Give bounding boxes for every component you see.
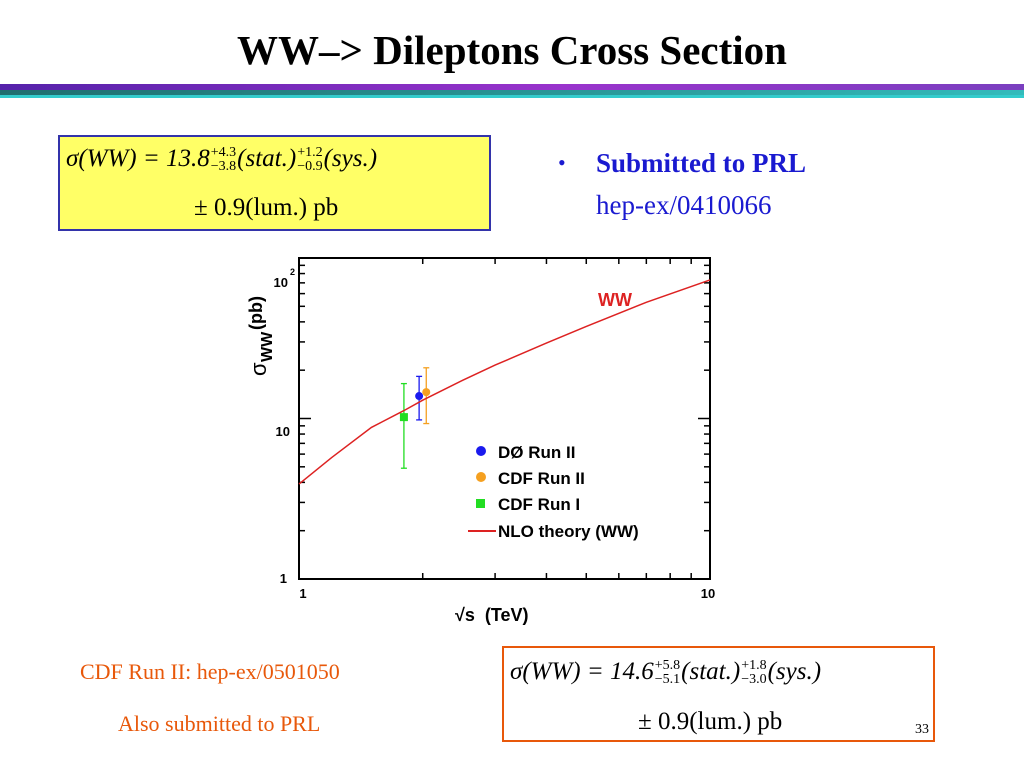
sys-up: +1.2 <box>297 145 323 161</box>
cross-section-equation-cdf: σ(WW) = 14.6 +5.8 −5.1 (stat.) +1.8 −3.0 (sys.… <box>502 646 935 742</box>
sys-down: −0.9 <box>297 159 323 175</box>
sys-uncertainty: +1.2 −0.9 <box>297 146 322 174</box>
stat-label: (stat.) <box>681 658 741 685</box>
note-also-submitted: Also submitted to PRL <box>118 711 321 736</box>
y-axis-label-subscript: WW <box>259 331 276 362</box>
equation-main-line: σ(WW) = 13.8 +4.3 −3.8 (stat.) +1.2 −0.9 (sys.… <box>66 145 377 174</box>
y-tick-label-1: 1 <box>280 571 287 586</box>
theory-curve <box>298 279 711 485</box>
title-rule-purple <box>0 84 1024 90</box>
x-axis-label: √s (TeV) <box>455 605 529 625</box>
stat-down: −3.8 <box>210 159 237 175</box>
equation-lum-line: ± 0.9(lum.) pb <box>638 708 783 735</box>
equation-lhs: σ(WW) = 13.8 <box>66 145 210 172</box>
y-axis-label-unit: (pb) <box>246 296 266 330</box>
sys-label: (sys.) <box>323 145 378 172</box>
legend-marker-d0 <box>476 446 486 456</box>
legend-label-theory: NLO theory (WW) <box>498 522 639 541</box>
cross-section-chart: 1 10 1 10 10 2 σ WW (pb) √s (TeV) WW DØ … <box>246 257 715 625</box>
title-rule-cyan <box>0 95 1024 98</box>
data-point-square <box>399 413 408 422</box>
equation-lhs: σ(WW) = 14.6 <box>510 658 654 685</box>
y-axis-label: σ WW (pb) <box>246 296 276 376</box>
title-rule-teal <box>0 90 1024 95</box>
sys-label: (sys.) <box>767 658 822 685</box>
legend-label-cdf1: CDF Run I <box>498 495 580 514</box>
y-tick-label-10: 10 <box>276 424 290 439</box>
sys-up: +1.8 <box>741 658 767 674</box>
y-tick-label-100-base: 10 <box>274 275 288 290</box>
legend-label-d0: DØ Run II <box>498 443 575 462</box>
x-tick-label-10: 10 <box>701 586 715 601</box>
bullet-heading: Submitted to PRL <box>596 148 807 178</box>
curve-annotation-ww: WW <box>598 290 632 310</box>
x-tick-label-1: 1 <box>299 586 306 601</box>
chart-legend: DØ Run II CDF Run II CDF Run I NLO theor… <box>468 443 639 541</box>
data-point-circle <box>415 392 424 401</box>
bullet-reference: hep-ex/0410066 <box>596 190 772 220</box>
legend-marker-cdf2 <box>476 472 486 482</box>
bullet-symbol: • <box>558 150 566 175</box>
equation-lum-line: ± 0.9(lum.) pb <box>194 194 339 221</box>
axis-ticks <box>298 258 710 580</box>
legend-label-cdf2: CDF Run II <box>498 469 585 488</box>
y-axis-label-sigma: σ <box>246 362 271 376</box>
stat-label: (stat.) <box>237 145 297 172</box>
note-cdf-reference: CDF Run II: hep-ex/0501050 <box>80 659 340 684</box>
equation-main-line: σ(WW) = 14.6 +5.8 −5.1 (stat.) +1.8 −3.0 (sys.… <box>510 658 821 687</box>
legend-marker-cdf1 <box>476 499 485 508</box>
data-point-circle <box>422 388 431 397</box>
page-number: 33 <box>915 722 929 737</box>
slide-title: WW–> Dileptons Cross Section <box>237 27 787 73</box>
plot-marks <box>298 279 711 485</box>
stat-up: +5.8 <box>654 658 681 674</box>
stat-up: +4.3 <box>210 145 237 161</box>
y-tick-label-100-exponent: 2 <box>290 267 295 277</box>
stat-uncertainty: +4.3 −3.8 <box>211 146 236 174</box>
cross-section-equation-d0: σ(WW) = 13.8 +4.3 −3.8 (stat.) +1.2 −0.9 (sys.… <box>58 135 491 231</box>
sys-down: −3.0 <box>741 672 767 688</box>
stat-uncertainty: +5.8 −5.1 <box>655 659 680 687</box>
stat-down: −5.1 <box>654 672 681 688</box>
sys-uncertainty: +1.8 −3.0 <box>741 659 766 687</box>
